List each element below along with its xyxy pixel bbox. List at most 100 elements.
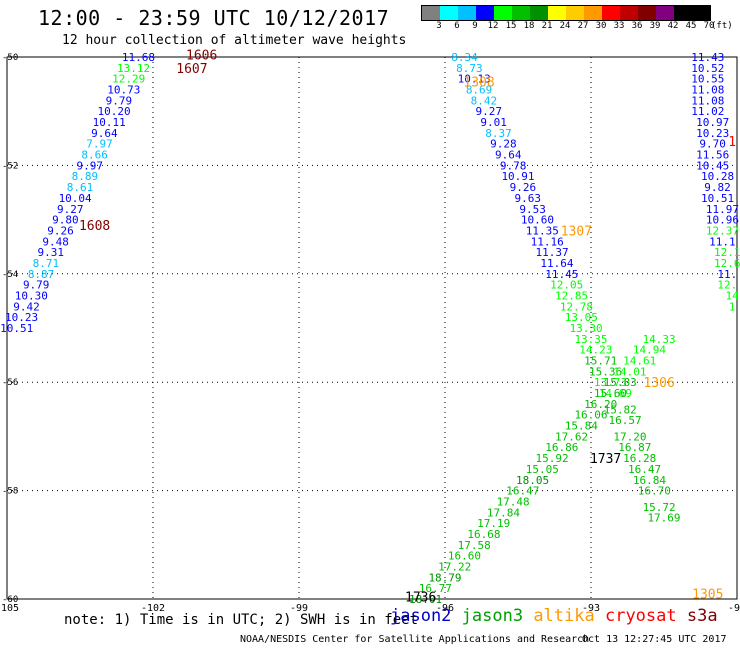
y-tick-label: -58 bbox=[2, 487, 18, 497]
wave-height-label: 8.87 bbox=[28, 268, 55, 281]
mission-legend: jason2 jason3 altika cryosat s3a bbox=[390, 606, 718, 626]
wave-height-label: 16.68 bbox=[467, 528, 500, 541]
wave-height-label: 11.02 bbox=[691, 105, 724, 118]
wave-height-label: 14.69 bbox=[599, 387, 632, 400]
wave-height-label: 8.69 bbox=[466, 84, 493, 97]
wave-height-label: 12.85 bbox=[555, 289, 588, 302]
wave-height-label: 9.63 bbox=[514, 192, 541, 205]
wave-height-label: 11.35 bbox=[526, 224, 559, 237]
wave-height-label: 8.61 bbox=[67, 181, 94, 194]
color-swatch bbox=[656, 6, 674, 20]
wave-height-label: 9.31 bbox=[38, 246, 65, 259]
color-scale-tick: 6 bbox=[454, 21, 460, 31]
mission-label-jason2: jason2 bbox=[390, 606, 462, 626]
wave-height-label: 16.47 bbox=[506, 485, 539, 498]
wave-height-label: 14 bbox=[726, 289, 740, 302]
pass-time-label: 1306 bbox=[643, 376, 674, 391]
mission-label-s3a: s3a bbox=[686, 606, 718, 626]
pass-time-label: 1305 bbox=[692, 588, 723, 603]
wave-height-label: 13.12 bbox=[117, 62, 150, 75]
wave-height-label: 10.45 bbox=[696, 159, 729, 172]
wave-height-label: 13.05 bbox=[565, 311, 598, 324]
wave-height-label: 17.48 bbox=[497, 495, 530, 508]
wave-height-label: 11.64 bbox=[540, 257, 573, 270]
wave-height-label: 11.1 bbox=[709, 235, 736, 248]
wave-height-label: 11.16 bbox=[531, 235, 564, 248]
wave-height-label: 10.04 bbox=[59, 192, 92, 205]
wave-height-label: 18.79 bbox=[428, 571, 461, 584]
wave-height-label: 17.19 bbox=[477, 517, 510, 530]
color-scale-tick: 21 bbox=[541, 21, 553, 31]
color-scale-tick: 36 bbox=[631, 21, 643, 31]
wave-height-label: 16.20 bbox=[584, 398, 617, 411]
wave-height-label: 17.69 bbox=[647, 512, 680, 525]
color-scale-legend bbox=[421, 5, 711, 21]
x-tick-label: -105 bbox=[0, 603, 19, 614]
wave-height-label: 16.57 bbox=[609, 414, 642, 427]
y-tick-label: -54 bbox=[2, 270, 18, 280]
wave-height-label: 12.1 bbox=[714, 246, 740, 259]
color-swatch bbox=[602, 6, 620, 20]
wave-height-label: 15.71 bbox=[584, 355, 617, 368]
color-scale-tick: 39 bbox=[649, 21, 661, 31]
wave-height-label: 10.28 bbox=[701, 170, 734, 183]
chart-title: 12:00 - 23:59 UTC 10/12/2017 bbox=[38, 6, 390, 30]
pass-time-label: 1608 bbox=[79, 219, 110, 234]
wave-height-label: 11.08 bbox=[691, 94, 724, 107]
wave-height-label: 10.60 bbox=[521, 214, 554, 227]
wave-height-label: 10.51 bbox=[0, 322, 33, 335]
wave-height-label: 15.60 bbox=[594, 387, 627, 400]
wave-height-label: 10.20 bbox=[98, 105, 131, 118]
wave-height-label: 16.60 bbox=[448, 550, 481, 563]
color-swatch bbox=[422, 6, 440, 20]
wave-height-label: 11.08 bbox=[691, 84, 724, 97]
wave-height-label: 12.05 bbox=[550, 279, 583, 292]
wave-height-label: 10.23 bbox=[5, 311, 38, 324]
wave-height-label: 9.80 bbox=[52, 214, 79, 227]
color-swatch bbox=[620, 6, 638, 20]
pass-time-label: 1307 bbox=[561, 224, 592, 239]
wave-height-label: 9.01 bbox=[480, 116, 507, 129]
color-scale-tick: 18 bbox=[523, 21, 535, 31]
wave-height-label: 10.23 bbox=[696, 127, 729, 140]
wave-height-label: 17.22 bbox=[438, 560, 471, 573]
wave-height-label: 17.58 bbox=[458, 539, 491, 552]
pass-time-label: 1607 bbox=[176, 62, 207, 77]
x-tick-label: -93 bbox=[582, 603, 600, 614]
color-scale-tick: 42 bbox=[667, 21, 679, 31]
color-swatch bbox=[458, 6, 476, 20]
wave-height-label: 11.43 bbox=[691, 51, 724, 64]
wave-height-label: 12. bbox=[717, 279, 737, 292]
wave-height-label: 11.56 bbox=[696, 149, 729, 162]
x-tick-label: -99 bbox=[290, 603, 308, 614]
wave-height-label: 15.82 bbox=[604, 403, 637, 416]
wave-height-label: 10.91 bbox=[501, 170, 534, 183]
color-scale-tick: 45 bbox=[685, 21, 697, 31]
y-tick-label: -60 bbox=[2, 595, 18, 605]
chart-subtitle: 12 hour collection of altimeter wave hei… bbox=[62, 33, 407, 48]
color-scale-unit: (ft) bbox=[711, 21, 733, 31]
generated-timestamp: Oct 13 12:27:45 UTC 2017 bbox=[582, 634, 727, 645]
wave-height-label: 13.30 bbox=[570, 322, 603, 335]
wave-height-label: 18.01 bbox=[409, 593, 442, 606]
wave-height-label: 18.05 bbox=[516, 474, 549, 487]
color-scale-tick: 15 bbox=[505, 21, 517, 31]
wave-height-label: 9.26 bbox=[510, 181, 537, 194]
color-scale-tick: 70 bbox=[703, 21, 715, 31]
mission-label-altika: altika bbox=[533, 606, 605, 626]
wave-height-label: 10.96 bbox=[706, 214, 739, 227]
wave-height-label: 8.73 bbox=[456, 62, 483, 75]
color-swatch bbox=[512, 6, 530, 20]
wave-height-label: 9.97 bbox=[76, 159, 103, 172]
wave-height-label: 9.48 bbox=[42, 235, 69, 248]
wave-height-label: 17.84 bbox=[487, 506, 520, 519]
wave-height-label: 9.53 bbox=[519, 203, 546, 216]
wave-height-label: 11.45 bbox=[545, 268, 578, 281]
color-swatch bbox=[530, 6, 548, 20]
wave-height-label: 12.37 bbox=[706, 224, 739, 237]
wave-height-label: 10.13 bbox=[458, 73, 491, 86]
color-swatch bbox=[548, 6, 566, 20]
wave-height-label: 8.37 bbox=[485, 127, 512, 140]
wave-height-label: 12.78 bbox=[560, 300, 593, 313]
